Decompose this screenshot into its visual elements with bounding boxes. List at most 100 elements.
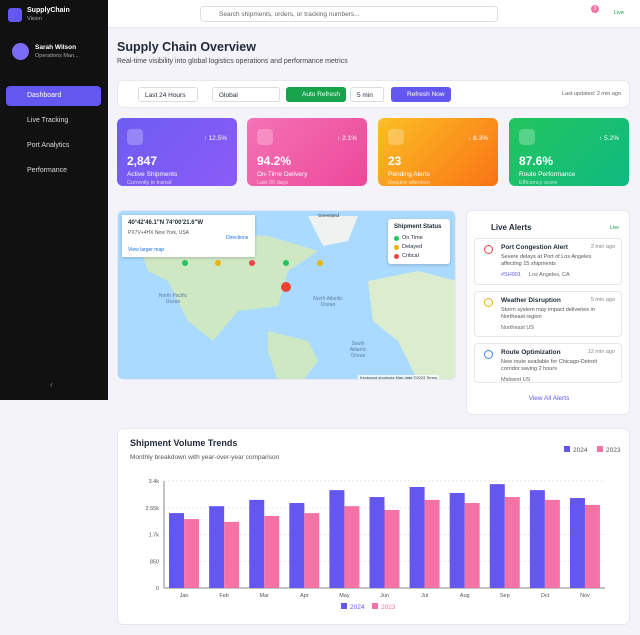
alert-title: Weather Disruption bbox=[501, 297, 561, 304]
kpi-label: Pending Alerts bbox=[388, 171, 430, 178]
bar bbox=[584, 504, 600, 588]
legend-label: Critical bbox=[402, 253, 419, 259]
alert-place: Los Angeles, CA bbox=[529, 272, 570, 278]
alert-text: Storm system may impact deliveries in No… bbox=[501, 307, 595, 320]
pin bbox=[281, 282, 291, 292]
filter-bar: Last 24 Hours Global Auto Refresh 5 min … bbox=[117, 80, 630, 108]
map-footer-item[interactable]: Keyboard shortcuts bbox=[360, 375, 395, 380]
map-label: North Atlantic Ocean bbox=[313, 296, 343, 308]
legend-swatch bbox=[341, 603, 347, 609]
bar bbox=[344, 506, 360, 588]
y-tick-label: 3.4k bbox=[149, 479, 160, 485]
chart-card: Shipment Volume Trends Monthly breakdown… bbox=[117, 428, 630, 625]
nav-item[interactable]: Performance bbox=[27, 167, 68, 174]
kpi-card: ↓ 8.3% 23 Pending Alerts Require attention bbox=[378, 118, 498, 186]
bar bbox=[329, 490, 345, 588]
status-dot bbox=[283, 260, 289, 266]
alert-time: 5 min ago bbox=[590, 297, 615, 303]
legend-label: 2024 bbox=[573, 447, 588, 454]
legend-label: Delayed bbox=[402, 244, 423, 250]
user-name: Sarah Wilson bbox=[35, 44, 77, 51]
user-role: Operations Man... bbox=[35, 53, 79, 59]
chart: Shipment Volume Trends Monthly breakdown… bbox=[130, 438, 621, 611]
collapse[interactable]: ‹ bbox=[50, 380, 53, 389]
nav-item[interactable]: Port Analytics bbox=[27, 142, 70, 149]
kpi-value: 23 bbox=[388, 154, 402, 168]
y-tick-label: 2.55k bbox=[146, 506, 160, 512]
brand: SupplyChain bbox=[27, 7, 70, 14]
directions[interactable]: Directions bbox=[226, 235, 249, 241]
x-tick-label: Jul bbox=[421, 593, 428, 599]
view-all[interactable]: View All Alerts bbox=[528, 395, 570, 402]
alert-time: 12 min ago bbox=[587, 349, 615, 355]
avatar bbox=[12, 43, 29, 60]
auto-refresh[interactable]: Auto Refresh bbox=[286, 87, 346, 102]
kpi-change: ↑ 12.5% bbox=[203, 135, 228, 142]
kpi-change-value: 2.1% bbox=[342, 135, 357, 142]
bar bbox=[264, 515, 280, 588]
alerts-live: Live bbox=[609, 225, 619, 231]
x-tick-label: Aug bbox=[460, 593, 470, 599]
map: 40°42'46.1"N 74°00'21.6"W PX7V+4HX New Y… bbox=[117, 210, 456, 380]
kpi-icon bbox=[388, 129, 404, 145]
refresh-now[interactable]: Refresh Now bbox=[391, 87, 451, 102]
legend-swatch bbox=[597, 446, 603, 452]
logo bbox=[8, 8, 22, 22]
legend-label: 2023 bbox=[381, 604, 396, 611]
alert-icon bbox=[484, 298, 493, 307]
kpi-card: ↑ 5.2% 87.6% Route Performance Efficiency s… bbox=[509, 118, 629, 186]
nav-item[interactable]: Live Tracking bbox=[27, 117, 69, 124]
legend-label: On Time bbox=[402, 235, 423, 241]
bar bbox=[449, 492, 465, 588]
legend-label: 2023 bbox=[606, 447, 621, 454]
kpi-label: Route Performance bbox=[519, 171, 576, 178]
x-tick-label: May bbox=[339, 593, 350, 599]
legend-title: Shipment Status bbox=[394, 224, 442, 230]
coords: 40°42'46.1"N 74°00'21.6"W bbox=[128, 220, 204, 226]
y-tick-label: 0 bbox=[156, 586, 159, 592]
map-footer-item: Map data ©2023 bbox=[395, 375, 426, 380]
x-tick-label: Oct bbox=[541, 593, 550, 599]
kpi-label: Active Shipments bbox=[127, 171, 178, 178]
chart-title: Shipment Volume Trends bbox=[130, 438, 237, 448]
map-label: Greenland bbox=[318, 213, 340, 218]
alert[interactable]: Route Optimization 12 min ago New route av… bbox=[474, 343, 622, 383]
kpi-note: Last 30 days bbox=[257, 180, 289, 186]
status-dot bbox=[249, 260, 255, 266]
alert[interactable]: Port Congestion Alert 2 min ago Severe del… bbox=[474, 238, 622, 285]
alert-icon bbox=[484, 350, 493, 359]
larger-map[interactable]: View larger map bbox=[128, 247, 165, 253]
search[interactable]: Search shipments, orders, or tracking nu… bbox=[200, 6, 498, 22]
region-select[interactable]: Global bbox=[212, 87, 280, 102]
alert[interactable]: Weather Disruption 5 min ago Storm system … bbox=[474, 291, 622, 337]
legend-label: 2024 bbox=[350, 604, 365, 611]
interval-select[interactable]: 5 min bbox=[350, 87, 384, 102]
bar bbox=[169, 513, 185, 588]
land bbox=[268, 331, 318, 379]
bar bbox=[464, 503, 480, 588]
map-label: South Atlantic Ocean bbox=[349, 341, 367, 359]
range-select[interactable]: Last 24 Hours bbox=[138, 87, 198, 102]
x-tick-label: Sep bbox=[500, 593, 510, 599]
brand-sub: Vision bbox=[27, 16, 42, 22]
kpi-change-value: 12.5% bbox=[208, 135, 227, 142]
y-tick-label: 850 bbox=[150, 559, 159, 565]
map-art bbox=[138, 216, 455, 379]
bar bbox=[304, 513, 320, 588]
chart-subtitle: Monthly breakdown with year-over-year co… bbox=[130, 454, 280, 461]
map-footer-item[interactable]: Terms bbox=[426, 375, 438, 380]
alert-place: Midwest US bbox=[501, 377, 531, 383]
alert-text: Severe delays at Port of Los Angeles aff… bbox=[501, 254, 592, 267]
kpi-card: ↑ 2.1% 94.2% On-Time Delivery Last 30 days bbox=[247, 118, 367, 186]
bar bbox=[569, 497, 585, 588]
kpi-icon bbox=[519, 129, 535, 145]
topbar: Search shipments, orders, or tracking nu… bbox=[108, 0, 640, 28]
nav-item[interactable]: Dashboard bbox=[6, 86, 101, 106]
land bbox=[368, 271, 455, 379]
x-tick-label: Feb bbox=[219, 593, 228, 599]
kpi-change: ↑ 5.2% bbox=[599, 135, 619, 142]
kpi-value: 2,847 bbox=[127, 154, 158, 168]
bar bbox=[504, 497, 520, 588]
x-tick-label: Nov bbox=[580, 593, 590, 599]
bar bbox=[369, 497, 385, 588]
